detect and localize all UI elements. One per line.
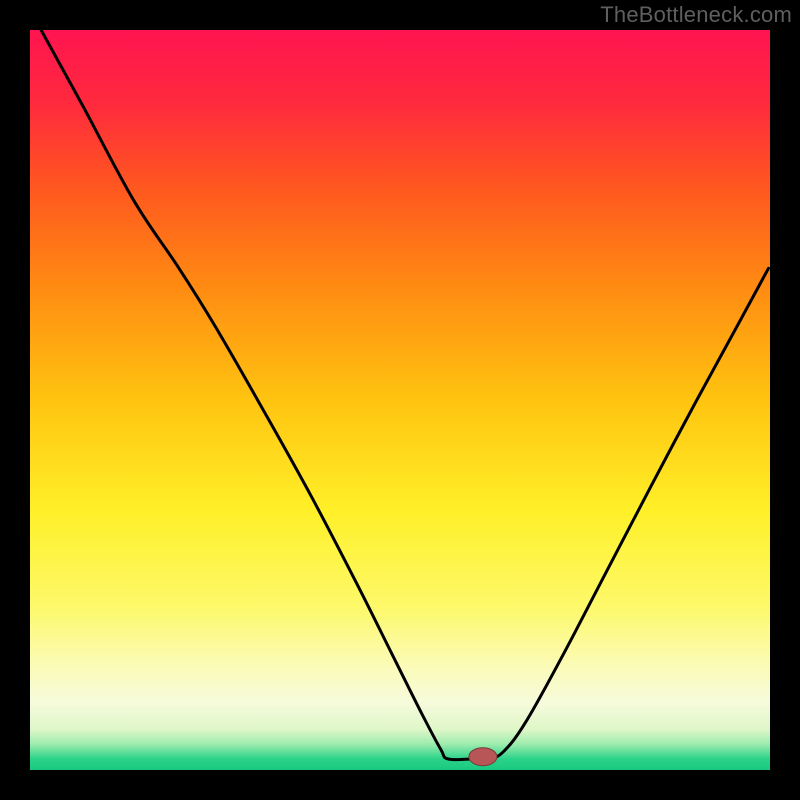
frame-bottom: [0, 770, 800, 800]
frame-right: [770, 0, 800, 800]
gradient-background: [30, 30, 770, 770]
bottleneck-chart: [0, 0, 800, 800]
watermark-text: TheBottleneck.com: [600, 2, 792, 28]
optimum-marker: [469, 748, 497, 766]
chart-container: TheBottleneck.com: [0, 0, 800, 800]
frame-left: [0, 0, 30, 800]
